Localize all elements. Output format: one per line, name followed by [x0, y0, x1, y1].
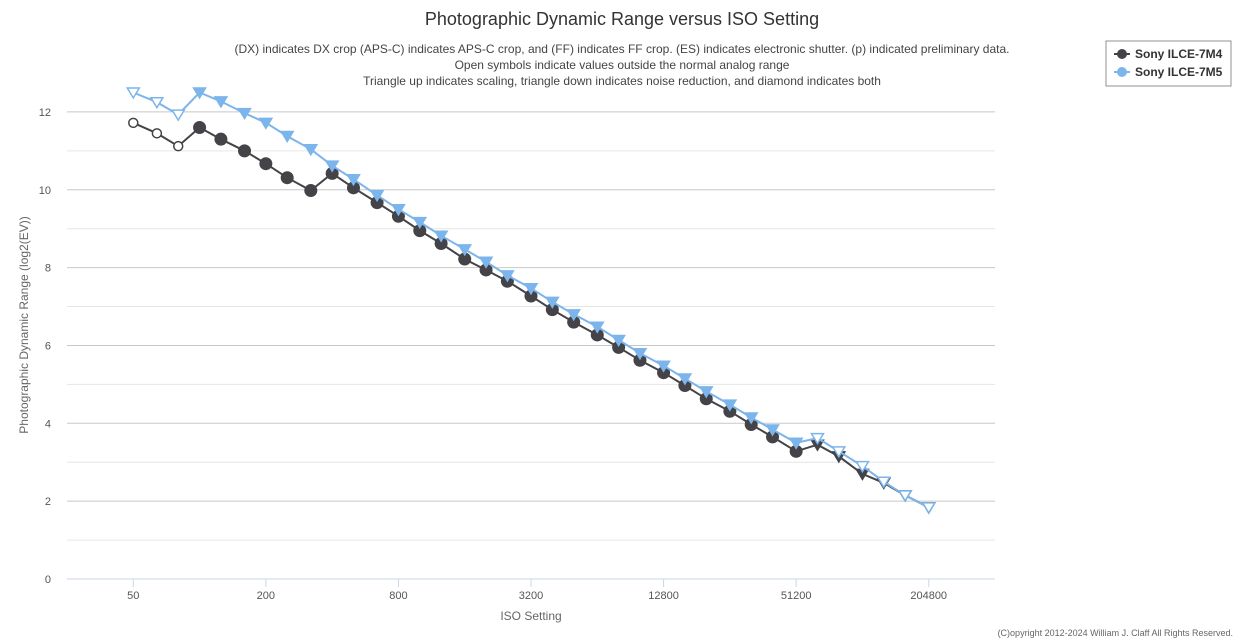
y-tick-label: 2: [45, 496, 51, 508]
series-7m4: [128, 117, 937, 515]
data-point-triangle-down[interactable]: [149, 96, 165, 110]
data-point-circle[interactable]: [304, 184, 318, 198]
data-point-triangle-down[interactable]: [611, 334, 626, 347]
data-point-triangle-down[interactable]: [500, 270, 515, 283]
chart-subtitle-line-3: Triangle up indicates scaling, triangle …: [363, 74, 881, 88]
series-layer: [125, 87, 937, 515]
x-tick-label: 204800: [910, 590, 947, 602]
data-point-triangle-down[interactable]: [369, 189, 385, 203]
data-point-triangle-down[interactable]: [831, 446, 847, 459]
data-point-triangle-down[interactable]: [810, 432, 825, 446]
y-tick-label: 10: [39, 185, 51, 197]
data-point-triangle-down[interactable]: [566, 309, 582, 322]
data-point-triangle-down[interactable]: [523, 282, 539, 296]
data-point-triangle-down[interactable]: [677, 373, 693, 386]
data-point-circle[interactable]: [172, 140, 184, 152]
data-point-triangle-down[interactable]: [279, 130, 295, 144]
data-point-triangle-down[interactable]: [656, 360, 671, 373]
copyright-credit: (C)opyright 2012-2024 William J. Claff A…: [998, 628, 1233, 638]
data-point-triangle-down[interactable]: [125, 87, 141, 100]
data-point-triangle-down[interactable]: [743, 412, 759, 425]
data-point-triangle-down[interactable]: [698, 386, 714, 399]
data-point-triangle-down[interactable]: [765, 424, 780, 437]
data-point-triangle-down[interactable]: [788, 437, 804, 450]
grid-lines: [67, 111, 995, 541]
y-tick-label: 4: [45, 418, 51, 430]
x-tick-label: 50: [127, 590, 139, 602]
data-point-triangle-down[interactable]: [192, 87, 207, 100]
data-point-triangle-down[interactable]: [303, 144, 319, 157]
legend-item-sony-ilce-7m5[interactable]: Sony ILCE-7M5: [1114, 65, 1223, 79]
data-point-triangle-down[interactable]: [237, 107, 252, 121]
x-tick-label: 51200: [781, 590, 812, 602]
x-axis-label: ISO Setting: [500, 609, 561, 623]
chart-subtitle-line-2: Open symbols indicate values outside the…: [455, 58, 790, 72]
data-point-triangle-down[interactable]: [921, 502, 937, 515]
series-7m5: [125, 87, 937, 515]
data-point-triangle-down[interactable]: [457, 244, 473, 257]
data-point-triangle-down[interactable]: [897, 490, 913, 503]
data-point-triangle-down[interactable]: [346, 174, 361, 187]
data-point-circle[interactable]: [214, 132, 228, 146]
data-point-triangle-down[interactable]: [391, 203, 406, 217]
data-point-triangle-down[interactable]: [324, 160, 340, 173]
data-point-triangle-down[interactable]: [589, 321, 605, 334]
legend-box: [1105, 40, 1232, 87]
data-point-triangle-down[interactable]: [213, 96, 229, 109]
data-point-triangle-down[interactable]: [412, 216, 428, 230]
x-tick-label: 12800: [648, 590, 679, 602]
legend-label-7m5: Sony ILCE-7M5: [1135, 65, 1223, 79]
chart-title: Photographic Dynamic Range versus ISO Se…: [425, 9, 819, 29]
legend-marker-7m5: [1117, 67, 1127, 77]
chart-subtitle-line-1: (DX) indicates DX crop (APS-C) indicates…: [235, 42, 1010, 56]
x-tick-label: 800: [389, 590, 407, 602]
legend-label-7m4: Sony ILCE-7M4: [1135, 47, 1223, 61]
y-tick-label: 12: [39, 107, 51, 119]
legend-item-sony-ilce-7m4[interactable]: Sony ILCE-7M4: [1114, 47, 1223, 61]
data-point-triangle-down[interactable]: [722, 399, 738, 412]
data-point-triangle-down[interactable]: [545, 296, 560, 309]
y-tick-label: 0: [45, 574, 51, 586]
y-tick-label: 6: [45, 340, 51, 352]
data-point-circle[interactable]: [193, 120, 207, 134]
x-tick-label: 200: [257, 590, 275, 602]
y-axis-label: Photographic Dynamic Range (log2(EV)): [17, 216, 31, 433]
data-point-circle[interactable]: [280, 171, 294, 185]
data-point-triangle-down[interactable]: [433, 230, 449, 243]
y-tick-label: 8: [45, 263, 51, 275]
data-point-triangle-down[interactable]: [876, 476, 892, 489]
data-point-triangle-down[interactable]: [855, 460, 870, 474]
series-line: [132, 121, 930, 509]
data-point-circle[interactable]: [128, 117, 139, 129]
x-axis: 50 200 800 3200 12800 51200 204800: [67, 578, 995, 602]
data-point-circle[interactable]: [238, 144, 252, 158]
data-point-triangle-down[interactable]: [478, 256, 494, 269]
data-point-triangle-down[interactable]: [170, 109, 186, 122]
x-tick-label: 3200: [519, 590, 543, 602]
y-axis: 0 2 4 6 8 10 12: [39, 107, 51, 586]
legend: Sony ILCE-7M4 Sony ILCE-7M5: [1105, 40, 1232, 87]
data-point-circle[interactable]: [151, 128, 163, 139]
data-point-circle[interactable]: [259, 157, 273, 171]
data-point-triangle-down[interactable]: [258, 117, 274, 130]
legend-marker-7m4: [1117, 49, 1127, 59]
data-point-triangle-down[interactable]: [632, 347, 648, 361]
